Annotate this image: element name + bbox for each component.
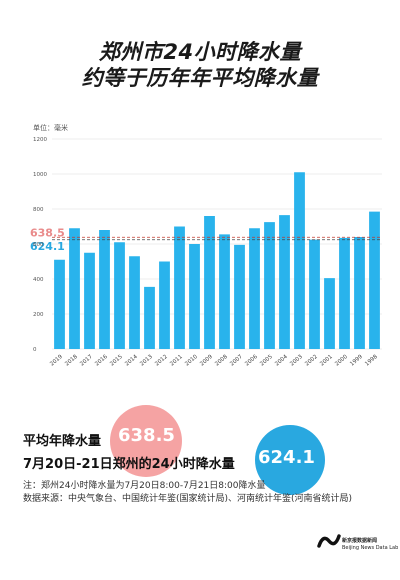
chart-title-line2: 约等于历年年平均降水量	[81, 66, 319, 90]
x-tick-label: 2017	[79, 354, 94, 368]
x-tick-label: 2019	[49, 354, 64, 368]
bar	[204, 216, 215, 349]
x-tick-label: 2011	[169, 354, 184, 368]
bar	[69, 228, 80, 349]
reference-line-label: 638.5	[30, 226, 65, 239]
y-tick-label: 1200	[33, 137, 47, 143]
rainfall-value-bubble	[255, 425, 325, 495]
bar	[54, 259, 65, 349]
bar	[129, 256, 140, 349]
bar	[159, 261, 170, 349]
average-rainfall-label: 平均年降水量	[23, 434, 102, 449]
bar	[264, 222, 275, 349]
bar	[354, 237, 365, 349]
bar	[189, 244, 200, 349]
y-tick-label: 0	[33, 347, 37, 353]
bar	[249, 228, 260, 349]
x-tick-label: 2016	[94, 354, 109, 368]
brand-logo-icon	[317, 534, 341, 548]
x-tick-label: 2002	[304, 354, 319, 368]
y-tick-label: 600	[33, 242, 44, 248]
average-rainfall-value: 638.5	[118, 425, 175, 446]
y-axis-unit-label: 单位：毫米	[33, 124, 68, 132]
y-tick-label: 1000	[33, 172, 47, 178]
brand-subname: Beijing News Data Lab	[342, 545, 399, 551]
data-source: 数据来源：中央气象台、中国统计年鉴(国家统计局)、河南统计年鉴(河南省统计局)	[23, 494, 353, 504]
bar	[99, 230, 110, 349]
bar	[114, 242, 125, 349]
24h-rainfall-label: 7月20日-21日郑州的24小时降水量	[23, 457, 235, 472]
x-tick-label: 2004	[274, 354, 289, 368]
chart-title-line1: 郑州市24小时降水量	[98, 40, 302, 64]
x-tick-label: 2009	[199, 354, 214, 368]
x-tick-label: 2005	[259, 354, 274, 368]
bar	[324, 278, 335, 349]
bar	[84, 252, 95, 349]
x-tick-label: 2003	[289, 354, 304, 368]
y-tick-label: 400	[33, 277, 44, 283]
bar	[309, 239, 320, 349]
bar	[339, 237, 350, 349]
24h-rainfall-value: 624.1	[258, 447, 315, 468]
y-tick-label: 800	[33, 207, 44, 213]
y-tick-label: 200	[33, 312, 44, 318]
x-tick-label: 2015	[109, 354, 124, 368]
x-tick-label: 2008	[214, 354, 229, 368]
x-tick-label: 2014	[124, 354, 139, 368]
brand-name: 新京报数据新闻	[342, 538, 378, 544]
footnote: 注：郑州24小时降水量为7月20日8:00-7月21日8:00降水量	[23, 481, 266, 491]
average-value-bubble	[110, 405, 182, 477]
x-tick-label: 2012	[154, 354, 169, 368]
x-tick-label: 2006	[244, 354, 259, 368]
bar	[144, 286, 155, 349]
bar	[174, 226, 185, 349]
x-tick-label: 2010	[184, 354, 199, 368]
bar	[369, 211, 380, 349]
bar	[294, 172, 305, 349]
x-tick-label: 2018	[64, 354, 79, 368]
x-tick-label: 2007	[229, 354, 244, 368]
bar	[234, 244, 245, 349]
x-tick-label: 2013	[139, 354, 154, 368]
x-tick-label: 2000	[334, 354, 349, 368]
x-tick-label: 2001	[319, 354, 334, 368]
bar	[219, 234, 230, 349]
reference-line-label: 624.1	[30, 240, 65, 253]
bar	[279, 215, 290, 349]
x-tick-label: 1998	[364, 354, 379, 368]
x-tick-label: 1999	[349, 354, 364, 368]
